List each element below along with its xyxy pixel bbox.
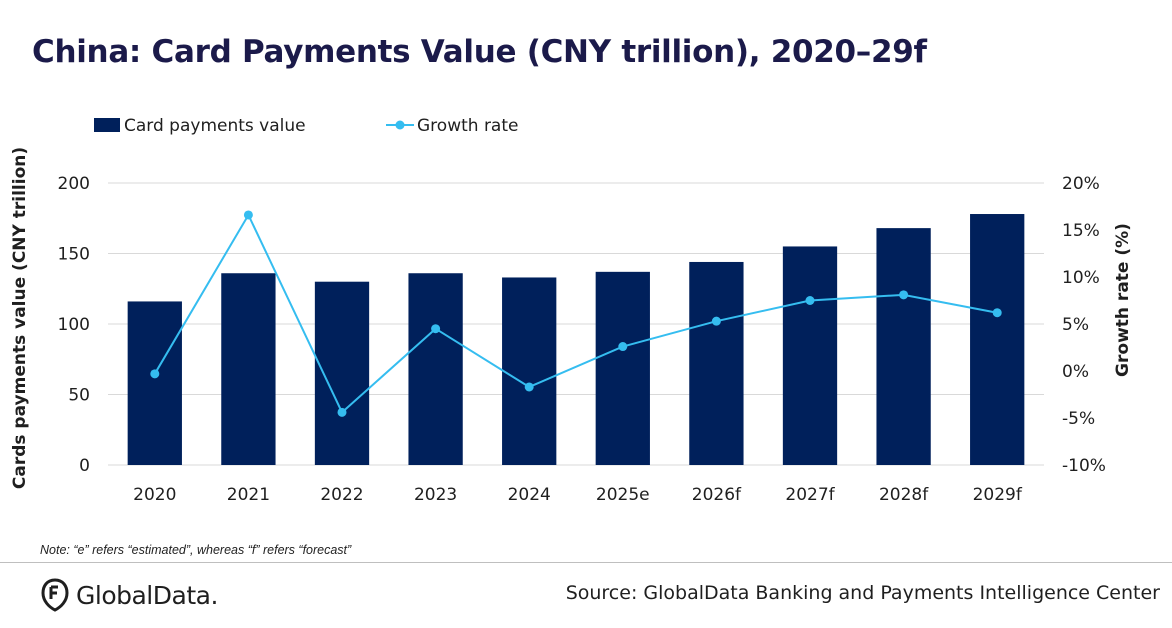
- growth-line: [153, 212, 998, 414]
- bar: [876, 228, 931, 465]
- bars: [127, 214, 1025, 465]
- growth-point: [431, 324, 441, 334]
- growth-point: [899, 290, 909, 300]
- left-tick-label: 200: [58, 174, 90, 194]
- bar: [127, 301, 182, 465]
- footnote: Note: “e” refers “estimated”, whereas “f…: [40, 543, 352, 557]
- right-tick-label: 15%: [1062, 221, 1100, 241]
- right-tick-label: 10%: [1062, 268, 1100, 288]
- x-tick-label: 2024: [508, 485, 551, 505]
- left-tick-label: 50: [68, 386, 90, 406]
- x-tick-label: 2027f: [785, 485, 835, 505]
- bar: [970, 214, 1025, 465]
- right-axis-ticks: -10% -5% 0% 5% 10% 15% 20%: [1062, 174, 1106, 476]
- growth-point: [618, 342, 628, 352]
- growth-point: [243, 210, 253, 220]
- x-tick-label: 2029f: [973, 485, 1023, 505]
- right-tick-label: -5%: [1062, 409, 1095, 429]
- globaldata-logo-icon: [41, 578, 69, 612]
- growth-point: [992, 308, 1002, 318]
- x-tick-label: 2025e: [596, 485, 650, 505]
- left-tick-label: 100: [58, 315, 90, 335]
- points: [150, 210, 1002, 417]
- x-tick-label: 2028f: [879, 485, 929, 505]
- bar: [221, 273, 276, 465]
- legend-bar-label: Card payments value: [124, 116, 306, 136]
- growth-point: [337, 407, 347, 417]
- x-tick-label: 2026f: [692, 485, 742, 505]
- globaldata-logo: GlobalData.: [40, 575, 218, 615]
- x-tick-label: 2023: [414, 485, 457, 505]
- right-tick-label: 20%: [1062, 174, 1100, 194]
- left-tick-label: 150: [58, 245, 90, 265]
- growth-point: [711, 316, 721, 326]
- logo-text: GlobalData.: [76, 580, 218, 610]
- right-tick-label: -10%: [1062, 456, 1106, 476]
- right-tick-label: 5%: [1062, 315, 1089, 335]
- bar: [689, 261, 744, 465]
- x-tick-label: 2020: [133, 485, 176, 505]
- bar: [408, 273, 463, 465]
- growth-point: [524, 382, 534, 392]
- bar: [502, 277, 557, 465]
- x-axis-ticks: 2020 2021 2022 2023 2024 2025e 2026f 2027f 2028f…: [133, 485, 1023, 505]
- growth-point: [150, 369, 160, 379]
- growth-point: [805, 296, 815, 305]
- bar: [782, 246, 838, 465]
- chart-title: China: Card Payments Value (CNY trillion…: [32, 34, 927, 70]
- left-axis-ticks: 0 50 100 150 200: [58, 174, 90, 476]
- legend-line-marker: [395, 120, 405, 130]
- x-tick-label: 2022: [320, 485, 363, 505]
- left-tick-label: 0: [79, 456, 90, 476]
- source: Source: GlobalData Banking and Payments …: [565, 582, 1160, 604]
- bar: [595, 271, 650, 465]
- left-axis-label: Cards payments value (CNY trillion): [10, 147, 30, 489]
- right-axis-label: Growth rate (%): [1113, 223, 1133, 377]
- legend: Card payments value Growth rate: [94, 116, 518, 136]
- x-tick-label: 2021: [227, 485, 270, 505]
- divider: [0, 562, 1172, 563]
- legend-line-label: Growth rate: [417, 116, 518, 136]
- legend-bar-swatch: [94, 118, 120, 132]
- right-tick-label: 0%: [1062, 362, 1089, 382]
